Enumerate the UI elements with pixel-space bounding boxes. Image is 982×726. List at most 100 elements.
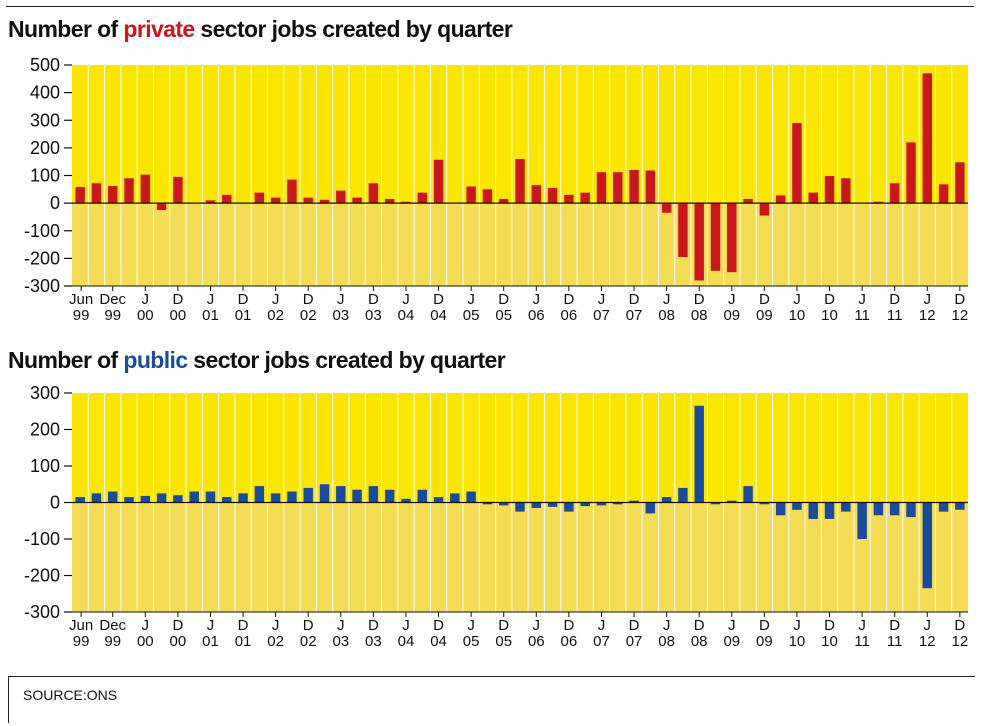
bar — [189, 491, 199, 503]
x-tick-label-bottom: 09 — [756, 307, 773, 324]
title-suffix: sector jobs created by quarter — [194, 16, 513, 42]
x-tick-label-top: Dec — [99, 291, 126, 308]
bar — [743, 486, 753, 503]
bar — [140, 495, 151, 503]
x-tick-label-top: D — [498, 617, 509, 634]
bar — [156, 493, 167, 503]
x-tick-label-bottom: 08 — [691, 307, 708, 324]
x-tick-label-bottom: 06 — [528, 307, 545, 324]
x-tick-label-top: D — [759, 291, 770, 308]
x-tick-label-bottom: 05 — [463, 307, 480, 324]
bar — [270, 197, 281, 204]
top-rule — [6, 6, 974, 7]
bar — [124, 497, 134, 503]
positive-region — [72, 393, 968, 503]
bar — [727, 203, 737, 273]
x-tick-label-top: J — [793, 291, 801, 308]
x-tick-label-bottom: 12 — [919, 307, 936, 324]
bar — [450, 493, 460, 503]
x-tick-label-top: D — [303, 291, 314, 308]
x-tick-label-top: Jun — [69, 291, 93, 308]
x-tick-label-bottom: 08 — [658, 633, 675, 650]
x-tick-label-top: Dec — [99, 617, 126, 634]
x-tick-label-bottom: 07 — [593, 307, 610, 324]
bar — [140, 174, 151, 204]
x-tick-label-bottom: 00 — [170, 307, 187, 324]
x-tick-label-top: D — [759, 617, 770, 634]
x-tick-label-top: J — [272, 291, 280, 308]
x-tick-label-top: J — [272, 617, 280, 634]
bar — [287, 179, 297, 204]
bar — [173, 495, 183, 503]
x-tick-label-top: J — [858, 291, 866, 308]
bar — [254, 486, 265, 503]
x-tick-label-top: D — [694, 617, 705, 634]
bar — [531, 185, 542, 204]
x-tick-label-bottom: 05 — [495, 633, 512, 650]
x-tick-label-top: J — [858, 617, 866, 634]
bar — [613, 502, 623, 505]
bar — [661, 203, 672, 213]
x-tick-label-top: J — [728, 291, 736, 308]
x-tick-label-bottom: 07 — [626, 307, 643, 324]
x-tick-label-bottom: 01 — [202, 307, 219, 324]
bar — [417, 192, 427, 204]
y-tick-label: 300 — [30, 383, 60, 403]
x-tick-label-bottom: 00 — [170, 633, 187, 650]
x-tick-label-top: J — [533, 617, 541, 634]
y-tick-label: 300 — [30, 110, 60, 130]
y-tick-label: 200 — [30, 420, 60, 440]
x-tick-label-bottom: 99 — [104, 633, 121, 650]
x-tick-label-bottom: 12 — [952, 307, 969, 324]
y-tick-label: -200 — [24, 566, 60, 586]
x-tick-label-bottom: 99 — [73, 633, 90, 650]
y-tick-label: 200 — [30, 138, 60, 158]
bar — [336, 190, 346, 204]
title-prefix: Number of — [8, 16, 124, 42]
x-tick-label-top: J — [663, 291, 671, 308]
bar — [824, 502, 835, 519]
negative-region — [72, 502, 968, 612]
bar — [433, 159, 444, 204]
bar — [156, 203, 167, 211]
x-tick-label-bottom: 01 — [202, 633, 219, 650]
x-tick-label-top: D — [368, 617, 379, 634]
bar — [254, 192, 265, 204]
x-tick-label-bottom: 01 — [235, 633, 252, 650]
x-tick-label-bottom: 01 — [235, 307, 252, 324]
bar — [873, 201, 884, 204]
y-tick-label: -300 — [24, 276, 60, 296]
x-tick-label-top: J — [467, 617, 475, 634]
bar — [287, 491, 297, 503]
x-tick-label-bottom: 02 — [267, 633, 284, 650]
y-tick-label: 0 — [50, 493, 60, 513]
x-tick-label-bottom: 06 — [561, 633, 578, 650]
bar — [91, 493, 102, 503]
x-tick-label-top: D — [368, 291, 379, 308]
x-tick-label-top: J — [142, 617, 150, 634]
x-tick-label-bottom: 09 — [723, 307, 740, 324]
x-tick-label-top: D — [563, 291, 574, 308]
x-tick-label-bottom: 11 — [854, 307, 870, 324]
bar — [336, 486, 346, 503]
public-jobs-bar-chart: 3002001000-100-200-300Jun99Dec99J00D00J0… — [24, 383, 968, 650]
bar — [173, 176, 183, 204]
x-tick-label-bottom: 09 — [723, 633, 740, 650]
y-tick-label: 0 — [50, 193, 60, 213]
bar — [384, 198, 395, 204]
public-chart-title: Number of public sector jobs created by … — [8, 347, 506, 374]
x-tick-label-bottom: 09 — [756, 633, 773, 650]
x-tick-label-top: D — [629, 617, 640, 634]
bar — [629, 500, 639, 503]
x-tick-label-bottom: 08 — [691, 633, 708, 650]
bar — [938, 502, 949, 512]
source-box: SOURCE:ONS — [8, 676, 975, 723]
x-tick-label-bottom: 10 — [789, 633, 806, 650]
bar — [808, 502, 818, 519]
bar — [368, 183, 379, 204]
bar — [938, 184, 949, 204]
bar — [384, 489, 395, 503]
bar — [922, 73, 932, 204]
bar — [466, 186, 476, 204]
x-tick-label-bottom: 00 — [137, 633, 154, 650]
